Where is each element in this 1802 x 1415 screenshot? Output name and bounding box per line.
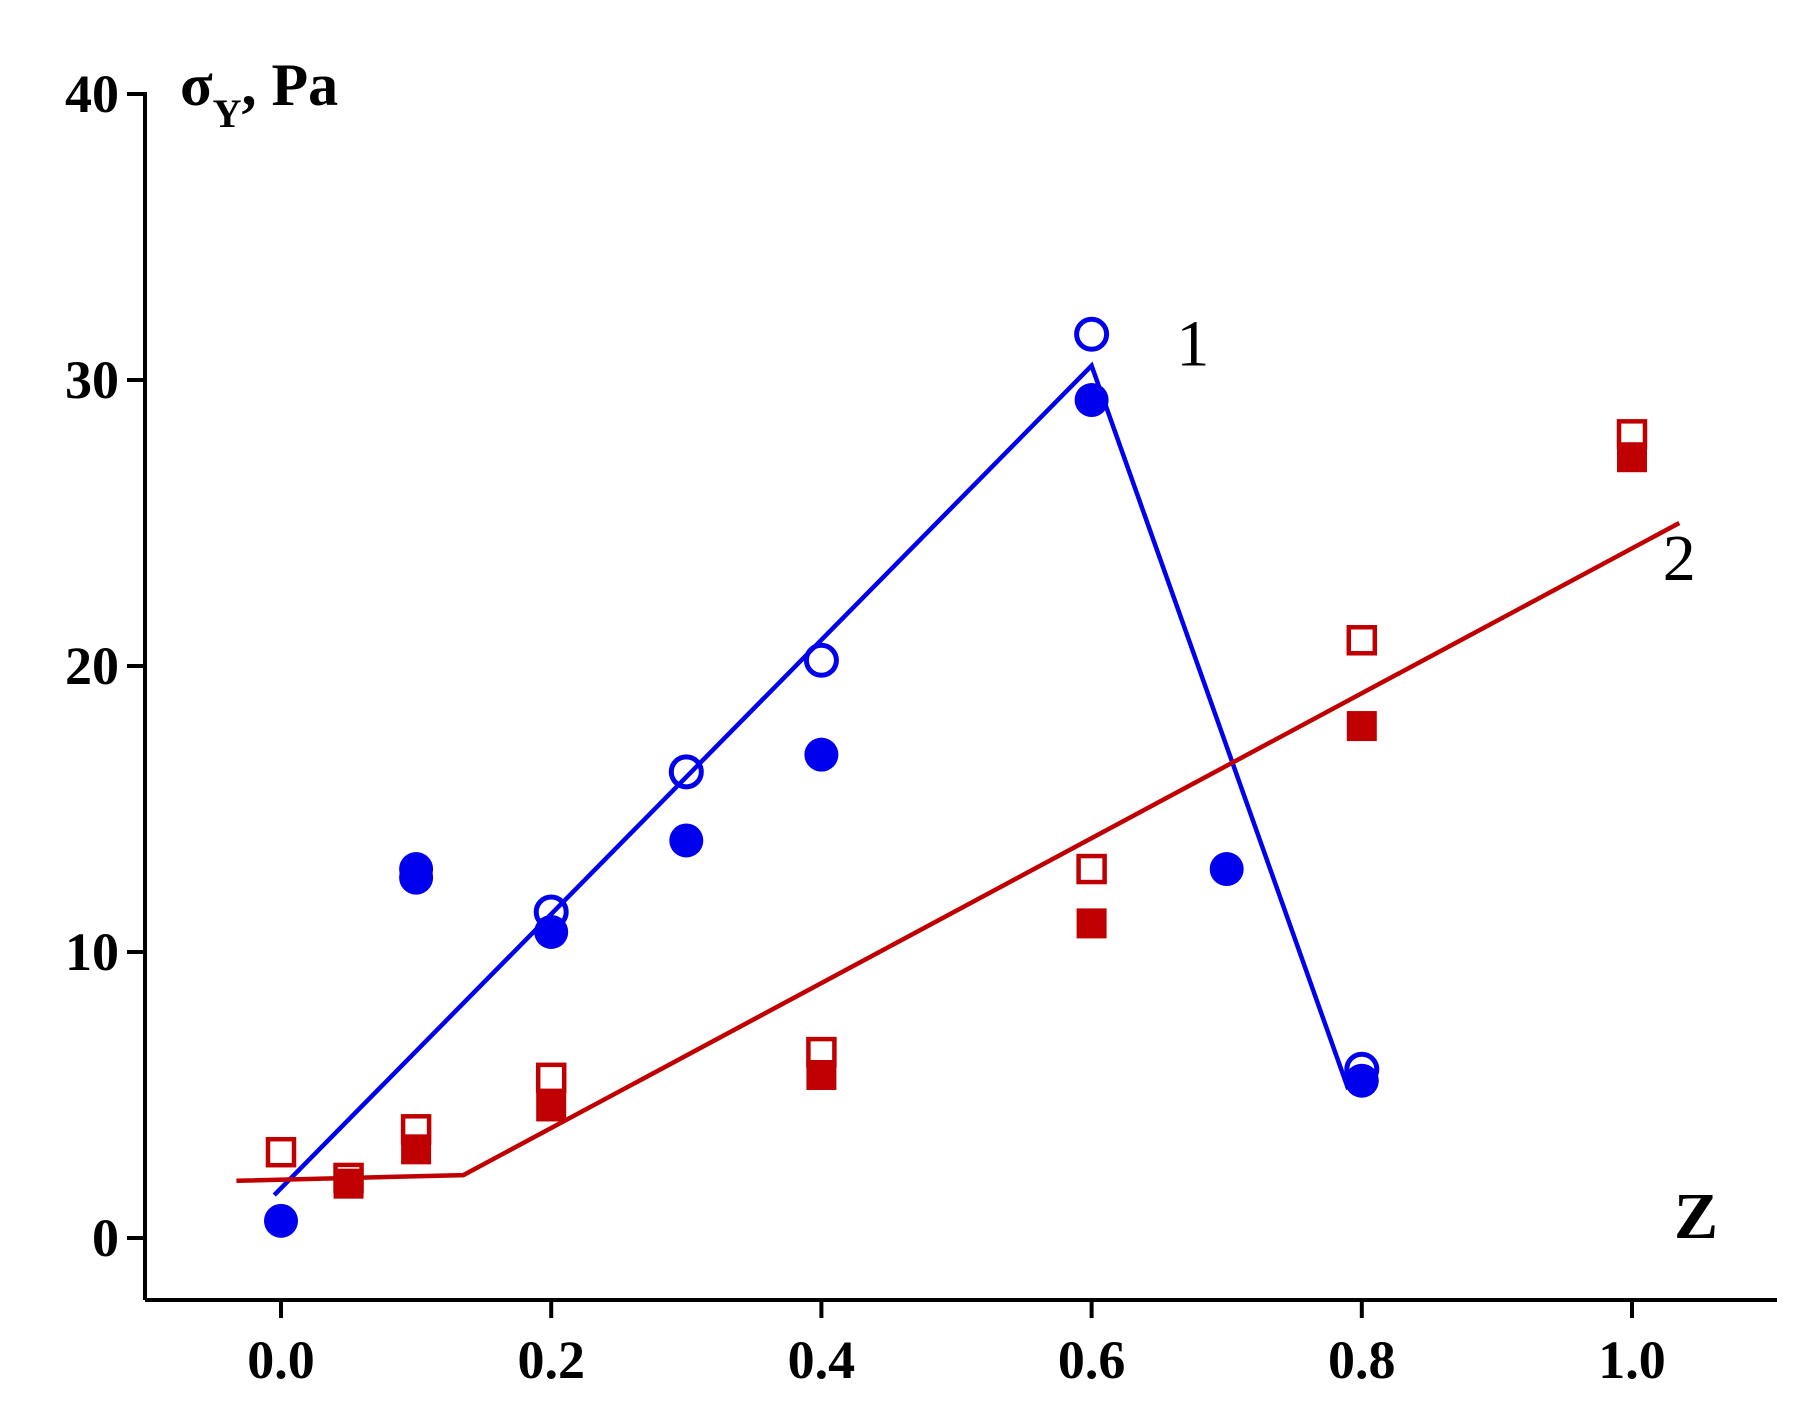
curve-label-1: 1 <box>1176 308 1209 381</box>
x-tick-label: 0.0 <box>247 1330 315 1390</box>
point-square-filled <box>536 1091 567 1122</box>
point-square-filled <box>401 1134 432 1165</box>
point-circle-filled <box>1074 383 1109 418</box>
x-axis-title: Z <box>1674 1180 1718 1253</box>
x-tick-label: 0.6 <box>1058 1330 1126 1390</box>
point-square-open <box>265 1136 297 1168</box>
y-axis-title-base: σ <box>180 52 213 118</box>
data-points <box>264 316 1648 1238</box>
point-circle-open <box>803 642 839 678</box>
point-circle-filled <box>1209 852 1244 887</box>
curve-label-2: 2 <box>1663 522 1696 595</box>
y-axis-title-sub: Y <box>213 91 242 136</box>
point-square-filled <box>806 1059 837 1090</box>
y-tick-label: 30 <box>65 350 119 410</box>
point-square-open <box>535 1062 567 1094</box>
point-circle-filled <box>1344 1063 1379 1098</box>
fit-lines <box>236 361 1681 1197</box>
fit-line-2 <box>236 521 1681 1184</box>
y-axis-title: σY, Pa <box>180 52 338 136</box>
point-square-filled <box>1346 711 1377 742</box>
y-ticks: 0 10 20 30 40 <box>65 64 145 1268</box>
point-square-filled <box>1076 908 1107 939</box>
point-square-open <box>1346 625 1378 656</box>
y-tick-label: 10 <box>65 922 119 982</box>
point-circle-filled <box>534 914 569 949</box>
point-circle-filled <box>669 823 704 858</box>
x-ticks: 0.0 0.2 0.4 0.6 0.8 1.0 <box>247 1300 1666 1390</box>
x-tick-label: 0.2 <box>517 1330 585 1390</box>
point-square-filled <box>333 1168 364 1199</box>
point-circle-open <box>668 754 704 790</box>
x-tick-label: 0.8 <box>1328 1330 1396 1390</box>
point-circle-filled <box>264 1203 298 1238</box>
point-square-open <box>1076 853 1107 885</box>
y-tick-label: 0 <box>92 1208 119 1268</box>
point-circle-filled <box>804 737 839 772</box>
axes <box>143 92 1777 1302</box>
y-tick-label: 20 <box>65 636 119 696</box>
y-tick-label: 40 <box>65 64 119 124</box>
x-tick-label: 0.4 <box>788 1330 856 1390</box>
curve-labels: 12 <box>1176 308 1695 596</box>
point-circle-filled <box>399 860 434 895</box>
y-axis-title-suffix: , Pa <box>242 52 339 118</box>
x-tick-label: 1.0 <box>1598 1330 1666 1390</box>
point-circle-open <box>1074 316 1110 352</box>
point-square-filled <box>1617 442 1647 473</box>
